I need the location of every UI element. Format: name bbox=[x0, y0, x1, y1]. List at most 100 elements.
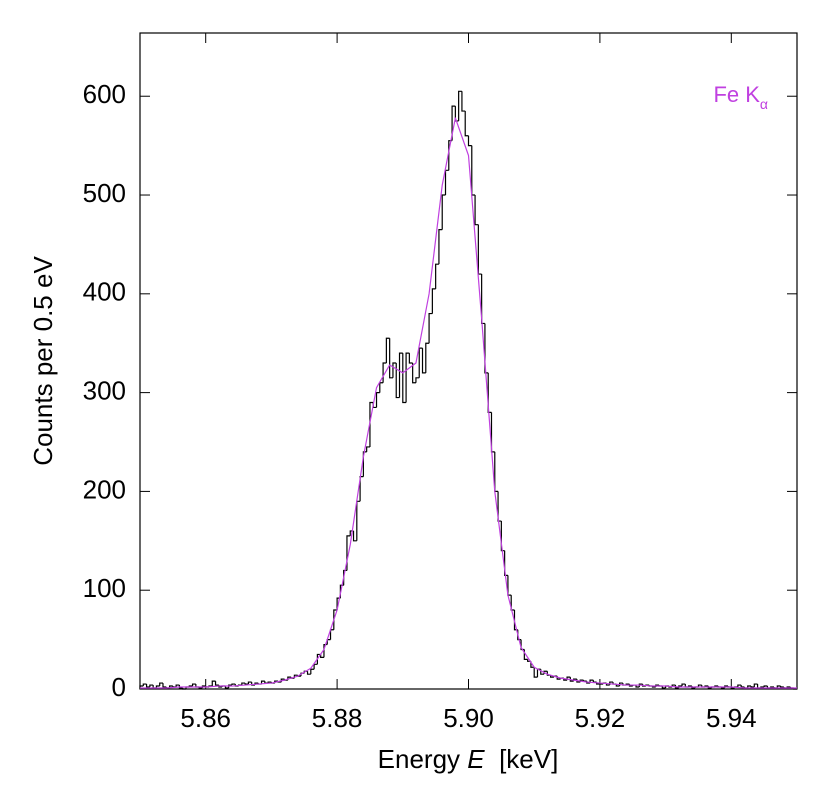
histogram-bin bbox=[224, 686, 229, 689]
histogram-bin bbox=[471, 145, 476, 196]
histogram-bin bbox=[638, 683, 643, 688]
x-axis-label: Energy E [keV] bbox=[378, 744, 559, 774]
histogram-bin bbox=[316, 653, 321, 665]
annotation-text: Fe K bbox=[713, 82, 760, 107]
histogram-bin bbox=[458, 90, 462, 121]
histogram-bin bbox=[178, 685, 183, 689]
histogram-bin bbox=[550, 675, 554, 678]
histogram-bin bbox=[231, 683, 236, 686]
histogram-bin bbox=[333, 609, 338, 630]
histogram-bin bbox=[326, 639, 331, 645]
y-tick-label: 0 bbox=[112, 672, 126, 702]
histogram-bin bbox=[191, 683, 196, 687]
histogram-bin bbox=[244, 683, 249, 685]
histogram-bin bbox=[320, 654, 324, 658]
histogram-bin bbox=[481, 274, 485, 325]
histogram-bin bbox=[504, 550, 508, 576]
histogram-bin bbox=[740, 685, 745, 688]
histogram-bin bbox=[211, 680, 216, 687]
y-tick-label: 600 bbox=[83, 79, 126, 109]
histogram-bin bbox=[582, 680, 587, 682]
histogram-bin bbox=[635, 685, 640, 688]
histogram-bin bbox=[389, 338, 393, 379]
histogram-bin bbox=[412, 362, 416, 384]
histogram-bin bbox=[474, 195, 479, 226]
histogram-bin bbox=[329, 629, 334, 640]
y-axis-label: Counts per 0.5 eV bbox=[28, 256, 58, 466]
histogram-bin bbox=[379, 382, 384, 393]
histogram-bin bbox=[375, 392, 380, 408]
histogram-bin bbox=[362, 451, 367, 477]
x-tick-label: 5.92 bbox=[575, 703, 626, 733]
histogram-bin bbox=[306, 671, 311, 675]
histogram-bin bbox=[438, 229, 443, 265]
annotation-subscript: α bbox=[760, 96, 768, 112]
histogram-bin bbox=[753, 683, 758, 688]
histogram-bin bbox=[569, 677, 574, 682]
x-label-part: [keV] bbox=[485, 744, 559, 774]
histogram-bin bbox=[500, 521, 505, 552]
x-tick-label: 5.88 bbox=[312, 703, 363, 733]
y-tick-label: 400 bbox=[83, 277, 126, 307]
fit-line bbox=[140, 117, 797, 689]
histogram-bin bbox=[444, 169, 449, 196]
histogram-bin bbox=[402, 353, 407, 404]
histogram-bin bbox=[467, 135, 472, 147]
histogram-bin bbox=[313, 663, 318, 670]
histogram-bin bbox=[214, 681, 219, 686]
y-tick-label: 200 bbox=[83, 474, 126, 504]
histogram-bin bbox=[247, 681, 252, 685]
histogram-bin bbox=[431, 288, 436, 314]
histogram-bin bbox=[484, 323, 489, 374]
y-tick-label: 100 bbox=[83, 573, 126, 603]
histogram-bin bbox=[674, 685, 679, 689]
histogram-bin bbox=[477, 224, 482, 275]
histogram-bin bbox=[661, 686, 666, 689]
histogram-bin bbox=[533, 667, 538, 678]
histogram-bin bbox=[159, 682, 163, 687]
histogram-bin bbox=[142, 683, 147, 687]
histogram-bin bbox=[405, 352, 410, 403]
histogram-bin bbox=[747, 685, 752, 689]
histogram-bin bbox=[441, 194, 446, 230]
plot-frame bbox=[139, 32, 798, 690]
histogram-bin bbox=[366, 446, 370, 452]
histogram-bin bbox=[415, 377, 420, 383]
y-tick-label: 300 bbox=[83, 375, 126, 405]
histogram-bin bbox=[507, 575, 512, 596]
x-tick-label: 5.90 bbox=[443, 703, 494, 733]
histogram-bin bbox=[228, 684, 232, 689]
histogram-bin bbox=[310, 668, 315, 675]
histogram-bin bbox=[395, 362, 400, 399]
histogram-bin bbox=[494, 451, 499, 493]
histogram-bin bbox=[737, 684, 742, 688]
histogram-bin bbox=[451, 105, 456, 141]
histogram-bin bbox=[461, 91, 466, 112]
histogram-bin bbox=[697, 684, 702, 688]
histogram-bin bbox=[421, 348, 426, 374]
x-label-part: E bbox=[467, 744, 485, 774]
histogram-bin bbox=[435, 263, 439, 289]
histogram-bin bbox=[592, 680, 597, 683]
histogram-bin bbox=[149, 684, 154, 688]
histogram-bin bbox=[241, 682, 246, 686]
histogram-bin bbox=[750, 686, 755, 688]
histogram-bin bbox=[352, 530, 357, 542]
histogram-bin bbox=[520, 639, 525, 651]
x-tick-label: 5.94 bbox=[706, 703, 757, 733]
histogram-bin bbox=[408, 353, 413, 364]
histogram-bin bbox=[359, 475, 364, 502]
x-tick-label: 5.86 bbox=[180, 703, 231, 733]
histogram-bin bbox=[155, 685, 160, 689]
histogram-bin bbox=[385, 337, 390, 363]
histogram-bin bbox=[425, 342, 430, 373]
histogram-bin bbox=[763, 685, 768, 688]
histogram-bin bbox=[392, 362, 397, 378]
histogram-bin bbox=[490, 412, 495, 453]
histogram-bin bbox=[428, 312, 433, 344]
histogram-bin bbox=[145, 684, 150, 688]
histogram-bin bbox=[260, 680, 265, 685]
x-label-part: Energy bbox=[378, 744, 468, 774]
histogram-bin bbox=[369, 401, 374, 447]
